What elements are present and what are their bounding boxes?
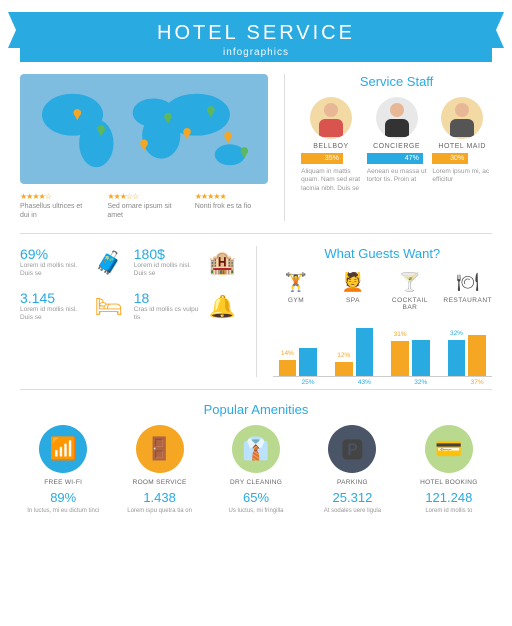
bell-icon: 🔔 [206, 290, 240, 324]
parking-icon: 🅿 [328, 425, 376, 473]
amenity-item: 👔 DRY CLEANING 65% Us luctus, mi fringil… [213, 425, 299, 516]
amenity-value: 121.248 [406, 490, 492, 505]
amenity-label: DRY CLEANING [213, 479, 299, 486]
amenity-label: ROOM SERVICE [116, 479, 202, 486]
want-label: GYM [273, 297, 320, 304]
amenities-row: 📶 FREE WI-FI 89% In luctus, mi eu dictum… [20, 425, 492, 516]
amenity-text: Lorem id mollis to [406, 508, 492, 516]
rating-stars-1: ★★★★☆ [20, 192, 93, 202]
bar: 32% [412, 340, 430, 375]
bar: 25% [299, 348, 317, 376]
staff-title: Service Staff [301, 74, 492, 89]
amenity-value: 65% [213, 490, 299, 505]
want-item: 🏋 GYM [273, 269, 320, 311]
want-item: 🍸 COCKTAIL BAR [386, 269, 433, 311]
bar: 31% [391, 341, 409, 375]
bar: 43% [356, 328, 374, 375]
luggage-icon: 🧳 [92, 246, 126, 280]
staff-bar: 30% [432, 153, 468, 164]
want-label: COCKTAIL BAR [386, 297, 433, 311]
header-banner: HOTEL SERVICE infographics [20, 12, 492, 62]
spa-icon: 💆 [329, 269, 376, 297]
staff-text: Aliquam in mattis quam. Nam sed erat lac… [301, 168, 361, 193]
cocktail-icon: 🍸 [386, 269, 433, 297]
rating-stars-2: ★★★☆☆ [107, 192, 180, 202]
hotel-icon: 🏨 [206, 246, 240, 280]
page-subtitle: infographics [20, 47, 492, 58]
want-item: 💆 SPA [329, 269, 376, 311]
stat-item: 180$ Lorem id mollis nisl. Duis se 🏨 [134, 246, 240, 280]
map-ratings: ★★★★☆Phasellus ultrices et dui in ★★★☆☆S… [20, 192, 268, 221]
bar-pair: 14% 25% [279, 348, 317, 376]
amenity-text: At sodales uere ligula [309, 508, 395, 516]
bar: 32% [448, 340, 466, 375]
bar-pair: 32% 37% [448, 335, 486, 376]
staff-bar: 35% [301, 153, 343, 164]
staff-item: CONCIERGE 47% Aenean eu massa ut tortor … [367, 97, 427, 193]
want-item: 🍽 RESTAURANT [443, 269, 492, 311]
staff-item: HOTEL MAID 30% Lorem ipsum mi, ac effici… [432, 97, 492, 193]
guests-want-chart: 14% 25% 12% 43% 31% 32% 32% 37% [273, 317, 493, 377]
bar: 14% [279, 360, 297, 375]
staff-text: Aenean eu massa ut tortor tis. Proin at [367, 168, 427, 185]
stat-value: 3.145 [20, 290, 86, 306]
staff-bar: 47% [367, 153, 423, 164]
staff-label: HOTEL MAID [432, 143, 492, 150]
stat-text: Lorem id mollis nisl. Duis se [20, 262, 86, 279]
gym-icon: 🏋 [273, 269, 320, 297]
amenity-label: PARKING [309, 479, 395, 486]
stat-text: Lorem id mollis nisl. Duis se [20, 306, 86, 323]
stat-text: Cras id mollis cs vulpu tis [134, 306, 200, 323]
amenity-item: 💳 HOTEL BOOKING 121.248 Lorem id mollis … [406, 425, 492, 516]
staff-item: BELLBOY 35% Aliquam in mattis quam. Nam … [301, 97, 361, 193]
amenity-label: FREE WI-FI [20, 479, 106, 486]
amenity-value: 25.312 [309, 490, 395, 505]
amenities-title: Popular Amenities [20, 402, 492, 417]
bar-pair: 12% 43% [335, 328, 373, 375]
stat-item: 18 Cras id mollis cs vulpu tis 🔔 [134, 290, 240, 324]
amenity-text: Us luctus, mi fringilla [213, 508, 299, 516]
bed-icon: 🛏 [92, 290, 126, 324]
stat-value: 69% [20, 246, 86, 262]
stat-value: 180$ [134, 246, 200, 262]
page-title: HOTEL SERVICE [20, 22, 492, 45]
stat-text: Lorem id mollis nisl. Duis se [134, 262, 200, 279]
amenity-item: 📶 FREE WI-FI 89% In luctus, mi eu dictum… [20, 425, 106, 516]
hanger-icon: 👔 [232, 425, 280, 473]
amenity-value: 1.438 [116, 490, 202, 505]
staff-label: BELLBOY [301, 143, 361, 150]
wifi-icon: 📶 [39, 425, 87, 473]
amenity-item: 🅿 PARKING 25.312 At sodales uere ligula [309, 425, 395, 516]
bar: 12% [335, 362, 353, 375]
bar-pair: 31% 32% [391, 340, 429, 375]
guests-want-title: What Guests Want? [273, 246, 493, 261]
amenity-value: 89% [20, 490, 106, 505]
stats-grid: 69% Lorem id mollis nisl. Duis se 🧳 180$… [20, 246, 240, 324]
stat-value: 18 [134, 290, 200, 306]
amenity-text: Lorem ispu quetra tia on [116, 508, 202, 516]
guests-want-icons: 🏋 GYM 💆 SPA 🍸 COCKTAIL BAR 🍽 RESTAURANT [273, 269, 493, 311]
stat-item: 69% Lorem id mollis nisl. Duis se 🧳 [20, 246, 126, 280]
doorhanger-icon: 🚪 [136, 425, 184, 473]
restaurant-icon: 🍽 [443, 269, 492, 297]
staff-label: CONCIERGE [367, 143, 427, 150]
amenity-label: HOTEL BOOKING [406, 479, 492, 486]
staff-row: BELLBOY 35% Aliquam in mattis quam. Nam … [301, 97, 492, 193]
rating-stars-3: ★★★★★ [195, 192, 268, 202]
amenity-item: 🚪 ROOM SERVICE 1.438 Lorem ispu quetra t… [116, 425, 202, 516]
want-label: RESTAURANT [443, 297, 492, 304]
want-label: SPA [329, 297, 376, 304]
staff-text: Lorem ipsum mi, ac efficitur [432, 168, 492, 185]
amenity-text: In luctus, mi eu dictum tinci [20, 508, 106, 516]
stat-item: 3.145 Lorem id mollis nisl. Duis se 🛏 [20, 290, 126, 324]
booking-icon: 💳 [425, 425, 473, 473]
world-map [20, 74, 268, 184]
bar: 37% [468, 335, 486, 376]
